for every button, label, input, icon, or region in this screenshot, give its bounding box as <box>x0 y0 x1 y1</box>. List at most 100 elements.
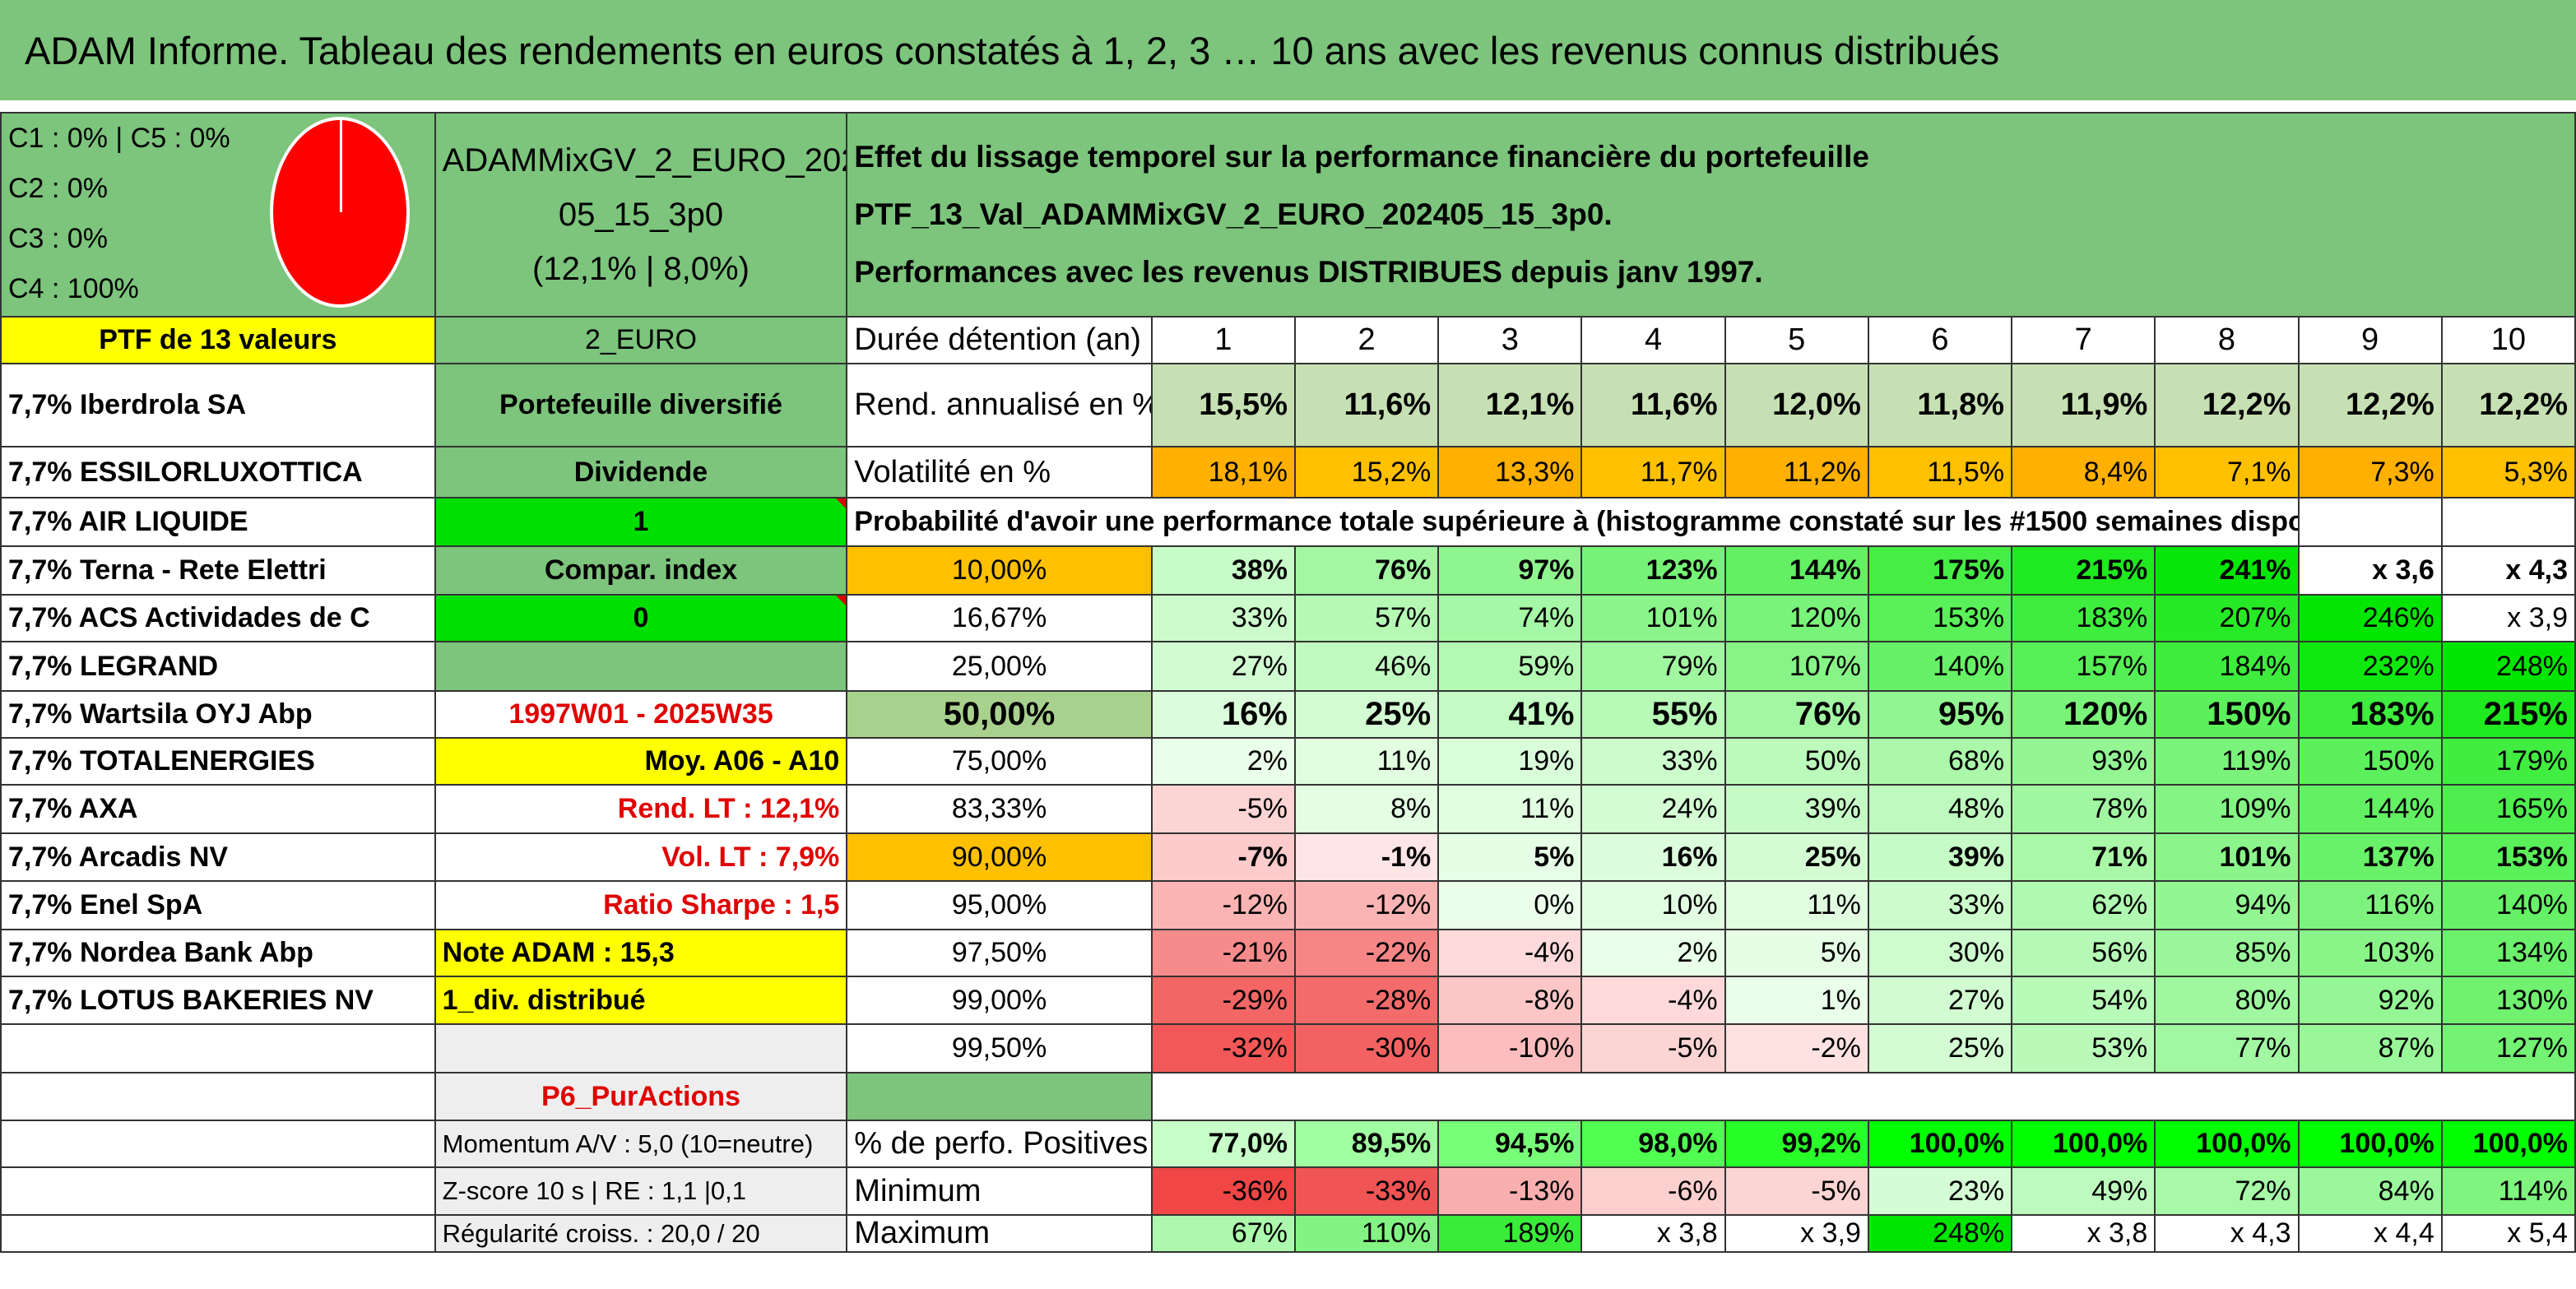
holding-name: 7,7% Terna - Rete Elettri <box>0 545 436 596</box>
prob-value: 101% <box>2154 832 2300 882</box>
table-row: 7,7% Wartsila OYJ Abp 1997W01 - 2025W35 50… <box>0 690 2576 739</box>
prob-value: -10% <box>1437 1023 1583 1073</box>
prob-value: -32% <box>1150 1023 1296 1073</box>
stat-value: 100,0% <box>2011 1120 2156 1168</box>
empty-cell <box>0 1072 436 1121</box>
prob-value: 241% <box>2154 545 2300 596</box>
prob-value: 144% <box>2297 784 2443 834</box>
stat-value: 98,0% <box>1580 1120 1726 1168</box>
probability-threshold: 83,33% <box>846 784 1153 834</box>
rend-value: 15,5% <box>1150 363 1296 447</box>
portfolio-name: ADAMMixGV_2_EURO_2024 05_15_3p0 (12,1% | 8… <box>434 112 848 318</box>
holding-name: 7,7% LEGRAND <box>0 641 436 692</box>
table-row: Z-score 10 s | RE : 1,1 |0,1 Minimum -36% -… <box>0 1166 2576 1216</box>
ptf-header: PTF de 13 valeurs <box>0 316 436 364</box>
prob-value: x 3,6 <box>2297 545 2443 596</box>
year-header: 8 <box>2154 316 2300 364</box>
prob-value: 109% <box>2154 784 2300 834</box>
rend-value: 11,9% <box>2011 363 2156 447</box>
prob-value: 71% <box>2011 832 2156 882</box>
prob-value: 5% <box>1437 832 1583 882</box>
extra-indicator: Z-score 10 s | RE : 1,1 |0,1 <box>434 1166 848 1216</box>
empty-cell <box>0 1166 436 1216</box>
prob-value: 25% <box>1724 832 1869 882</box>
prob-value: 87% <box>2297 1023 2443 1073</box>
prob-label: Probabilité d'avoir une performance tota… <box>846 497 2300 547</box>
portfolio-name-line: 05_15_3p0 <box>558 197 724 233</box>
prob-value: 94% <box>2154 880 2300 930</box>
stat-value: 100,0% <box>2440 1120 2576 1168</box>
portfolio-info: Ratio Sharpe : 1,5 <box>434 880 848 930</box>
rend-value: 11,6% <box>1580 363 1726 447</box>
prob-value: 215% <box>2011 545 2156 596</box>
prob-value: 92% <box>2297 976 2443 1025</box>
prob-value: 25% <box>1867 1023 2013 1073</box>
prob-value: 38% <box>1150 545 1296 596</box>
prob-value: 119% <box>2154 737 2300 786</box>
table-row: Régularité croiss. : 20,0 / 20 Maximum 67%… <box>0 1214 2576 1253</box>
prob-value: 183% <box>2297 690 2443 739</box>
composition-legend: C1 : 0% | C5 : 0% C2 : 0% C3 : 0% C4 : 100% <box>0 112 436 318</box>
stat-value: 72% <box>2154 1166 2300 1216</box>
prob-value: 232% <box>2297 641 2443 692</box>
prob-value: 127% <box>2440 1023 2576 1073</box>
empty-cell <box>2440 497 2576 547</box>
prob-value: 41% <box>1437 690 1583 739</box>
prob-value: -21% <box>1150 929 1296 977</box>
prob-value: 85% <box>2154 929 2300 977</box>
prob-value: 56% <box>2011 929 2156 977</box>
holding-name: 7,7% ESSILORLUXOTTICA <box>0 446 436 498</box>
table-row: 7,7% AXA Rend. LT : 12,1% 83,33% -5% 8% 11% 24… <box>0 784 2576 834</box>
prob-value: 16% <box>1580 832 1726 882</box>
stat-label: Minimum <box>846 1166 1153 1216</box>
portfolio-info: Moy. A06 - A10 <box>434 737 848 786</box>
prob-value: 207% <box>2154 594 2300 642</box>
portfolio-info: Rend. LT : 12,1% <box>434 784 848 834</box>
stat-value: x 4,3 <box>2154 1214 2300 1253</box>
table-row: C1 : 0% | C5 : 0% C2 : 0% C3 : 0% C4 : 100%… <box>0 112 2576 318</box>
prob-value: 76% <box>1724 690 1869 739</box>
prob-value: 24% <box>1580 784 1726 834</box>
stat-value: 77,0% <box>1150 1120 1296 1168</box>
probability-threshold: 16,67% <box>846 594 1153 642</box>
table-row: 7,7% AIR LIQUIDE 1 Probabilité d'avoir une… <box>0 497 2576 547</box>
prob-value: 48% <box>1867 784 2013 834</box>
vol-value: 7,1% <box>2154 446 2300 498</box>
portfolio-info: Note ADAM : 15,3 <box>434 929 848 977</box>
portfolio-info: Dividende <box>434 446 848 498</box>
vol-value: 7,3% <box>2297 446 2443 498</box>
prob-value: 79% <box>1580 641 1726 692</box>
prob-value: 134% <box>2440 929 2576 977</box>
holding-name: 7,7% AIR LIQUIDE <box>0 497 436 547</box>
stat-value: 100,0% <box>2154 1120 2300 1168</box>
holding-name: 7,7% Nordea Bank Abp <box>0 929 436 977</box>
prob-value: 46% <box>1293 641 1440 692</box>
prob-value: 184% <box>2154 641 2300 692</box>
prob-value: 175% <box>1867 545 2013 596</box>
stat-value: 114% <box>2440 1166 2576 1216</box>
prob-value: -22% <box>1293 929 1440 977</box>
vol-value: 8,4% <box>2011 446 2156 498</box>
stat-value: -6% <box>1580 1166 1726 1216</box>
description: Effet du lissage temporel sur la perform… <box>846 112 2576 318</box>
prob-value: 93% <box>2011 737 2156 786</box>
prob-value: 215% <box>2440 690 2576 739</box>
probability-threshold: 99,00% <box>846 976 1153 1025</box>
stat-value: 49% <box>2011 1166 2156 1216</box>
holding-name: 7,7% ACS Actividades de C <box>0 594 436 642</box>
prob-value: 2% <box>1580 929 1726 977</box>
p6-label: P6_PurActions <box>434 1072 848 1121</box>
vol-value: 13,3% <box>1437 446 1583 498</box>
prob-value: 68% <box>1867 737 2013 786</box>
portfolio-info <box>434 1023 848 1073</box>
portfolio-info: 0 <box>434 594 848 642</box>
prob-value: 54% <box>2011 976 2156 1025</box>
prob-value: 150% <box>2154 690 2300 739</box>
prob-value: 130% <box>2440 976 2576 1025</box>
stat-value: 84% <box>2297 1166 2443 1216</box>
allocation-pie-chart <box>269 117 410 308</box>
table-row: 7,7% Iberdrola SA Portefeuille diversifié… <box>0 363 2576 447</box>
year-header: 7 <box>2011 316 2156 364</box>
prob-value: 27% <box>1150 641 1296 692</box>
prob-value: -30% <box>1293 1023 1440 1073</box>
